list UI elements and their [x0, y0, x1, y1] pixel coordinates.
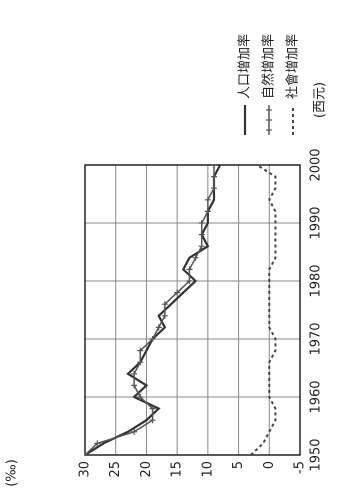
series-line: [250, 165, 277, 455]
legend-label: 人口增加率: [237, 34, 253, 99]
point-marker: [149, 417, 156, 424]
point-marker: [211, 185, 217, 192]
y-tick-label: 20: [139, 461, 154, 478]
point-marker: [94, 440, 101, 447]
x-tick-label: 1960: [309, 380, 324, 413]
y-tick-label: 10: [200, 461, 215, 478]
point-marker: [204, 196, 211, 203]
point-marker: [155, 324, 162, 331]
y-tick-label: 15: [170, 461, 185, 478]
legend-label: 自然增加率: [261, 34, 277, 99]
point-marker: [131, 370, 138, 377]
point-marker: [131, 382, 138, 389]
plot-frame: [84, 164, 301, 456]
x-tick-label: 1950: [309, 438, 324, 471]
y-tick-label: 0: [262, 461, 277, 469]
point-marker: [137, 394, 144, 400]
x-tick-label: 1980: [309, 264, 324, 297]
y-tick-label: 30: [78, 461, 93, 478]
y-tick-label: 25: [108, 461, 123, 478]
point-marker: [149, 336, 156, 342]
point-marker: [137, 347, 144, 354]
point-marker: [211, 173, 217, 180]
point-marker: [186, 266, 193, 273]
x-axis-label: (西元): [313, 82, 328, 118]
point-marker: [211, 165, 217, 168]
point-marker: [192, 254, 199, 261]
x-tick-label: 1970: [309, 322, 324, 355]
y-tick-label: -5: [293, 461, 308, 474]
series-line: [85, 165, 215, 455]
point-marker: [186, 278, 193, 284]
point-marker: [149, 405, 156, 412]
x-tick-label: 2000: [309, 148, 324, 181]
point-marker: [204, 208, 211, 215]
point-marker: [198, 231, 205, 238]
y-tick-label: 5: [231, 461, 246, 469]
point-marker: [198, 243, 205, 250]
y-axis-label: (‰): [5, 459, 20, 487]
point-marker: [161, 312, 168, 319]
x-tick-label: 1990: [309, 206, 324, 239]
point-marker: [137, 359, 144, 366]
point-marker: [161, 301, 168, 308]
plot-lines: [85, 165, 277, 455]
legend-label: 社會增加率: [285, 34, 301, 99]
point-marker: [174, 289, 181, 296]
point-marker: [131, 428, 138, 435]
point-marker: [198, 220, 205, 226]
